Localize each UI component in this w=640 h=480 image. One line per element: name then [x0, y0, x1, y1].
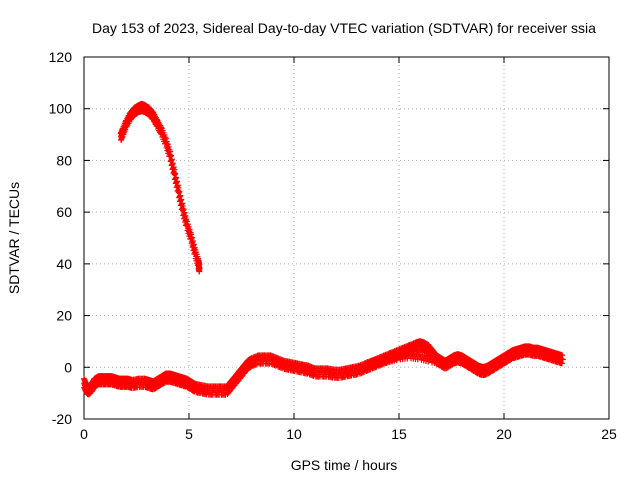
data-point	[196, 266, 203, 273]
data-points	[81, 100, 566, 398]
y-tick-label: 80	[56, 152, 72, 168]
plot-frame	[83, 56, 610, 420]
y-tick-label: 120	[49, 49, 73, 65]
x-tick-label: 5	[185, 426, 193, 442]
y-tick-label: 60	[56, 204, 72, 220]
x-tick-label: 20	[496, 426, 512, 442]
y-tick-label: -20	[52, 411, 72, 427]
data-point	[448, 360, 455, 367]
x-tick-label: 0	[80, 426, 88, 442]
y-tick-label: 20	[56, 308, 72, 324]
chart-title: Day 153 of 2023, Sidereal Day-to-day VTE…	[92, 20, 596, 36]
y-axis-label: SDTVAR / TECUs	[6, 182, 22, 294]
axis-ticks	[83, 56, 610, 420]
x-tick-label: 10	[286, 426, 302, 442]
data-point	[559, 356, 566, 363]
y-tick-label: 40	[56, 256, 72, 272]
x-axis-label: GPS time / hours	[291, 457, 398, 473]
y-tick-label: 100	[49, 101, 73, 117]
y-tick-label: 0	[64, 359, 72, 375]
x-tick-labels: 0 5 10 15 20 25	[80, 426, 617, 442]
grid	[84, 57, 609, 419]
x-tick-label: 15	[391, 426, 407, 442]
y-tick-labels: -20 0 20 40 60 80 100 120	[49, 49, 73, 427]
x-tick-label: 25	[601, 426, 617, 442]
